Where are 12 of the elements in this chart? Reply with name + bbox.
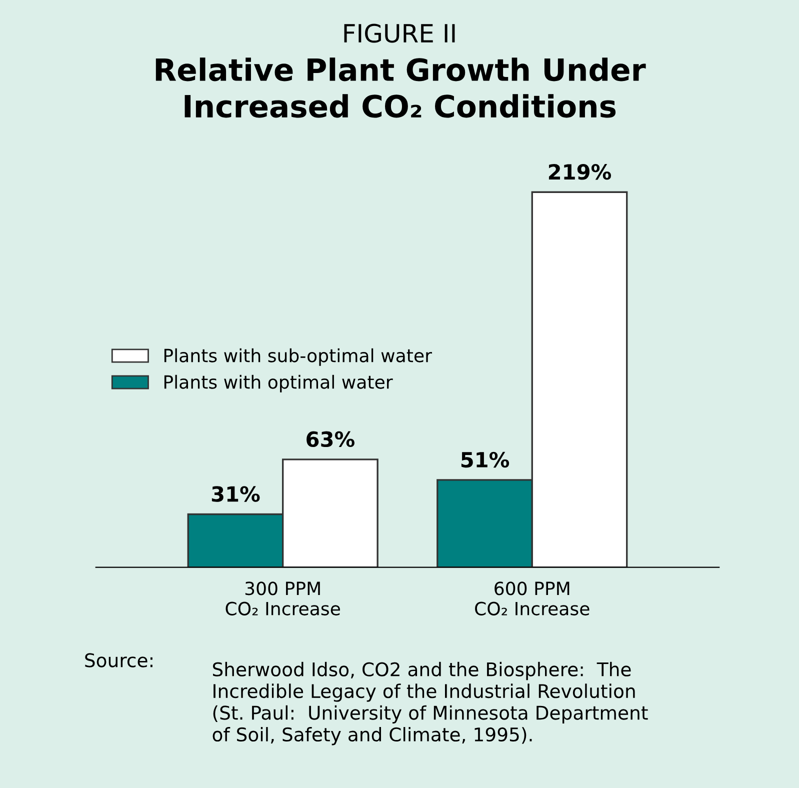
legend-label: Plants with sub-optimal water — [164, 348, 432, 366]
source-note: Source: — [85, 653, 152, 668]
chart-subtitle: FIGURE II — [344, 24, 455, 43]
data-label: 51% — [461, 452, 510, 468]
x-tick-label: 600 PPM CO₂ Increase — [475, 582, 590, 616]
x-tick-label: 300 PPM CO₂ Increase — [226, 582, 340, 616]
legend-label: Plants with optimal water — [164, 374, 393, 392]
text: Sherwood Idso, CO2 and the Biosphere: The Incredible Legacy of the Industrial Revolution (St. Paul: University of Minnesota Department of Soil, Safety and Climate, 1995). — [212, 662, 648, 746]
data-label: 219% — [548, 164, 612, 180]
data-label: 31% — [212, 486, 260, 502]
chart-title: Relative Plant Growth Under Increased CO₂ Conditions — [156, 58, 646, 118]
data-label: 63% — [306, 431, 354, 448]
